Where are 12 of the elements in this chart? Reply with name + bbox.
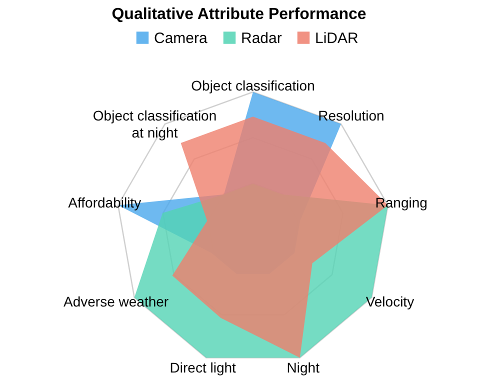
legend-label: Radar [241, 30, 282, 47]
spoke-label: Resolution [318, 108, 384, 124]
spoke-label: Object classification [191, 78, 315, 94]
legend-label: Camera [154, 30, 208, 47]
spoke-label: Ranging [375, 194, 428, 211]
legend-label: LiDAR [315, 30, 359, 47]
spoke-label: Direct light [170, 360, 236, 376]
spoke-label: Night [286, 360, 320, 376]
spoke-label: Object classification at night [92, 108, 217, 141]
chart-title: Qualitative Attribute Performance [112, 6, 366, 23]
spoke-label: Velocity [366, 293, 414, 310]
spoke-label: Affordability [68, 194, 142, 211]
